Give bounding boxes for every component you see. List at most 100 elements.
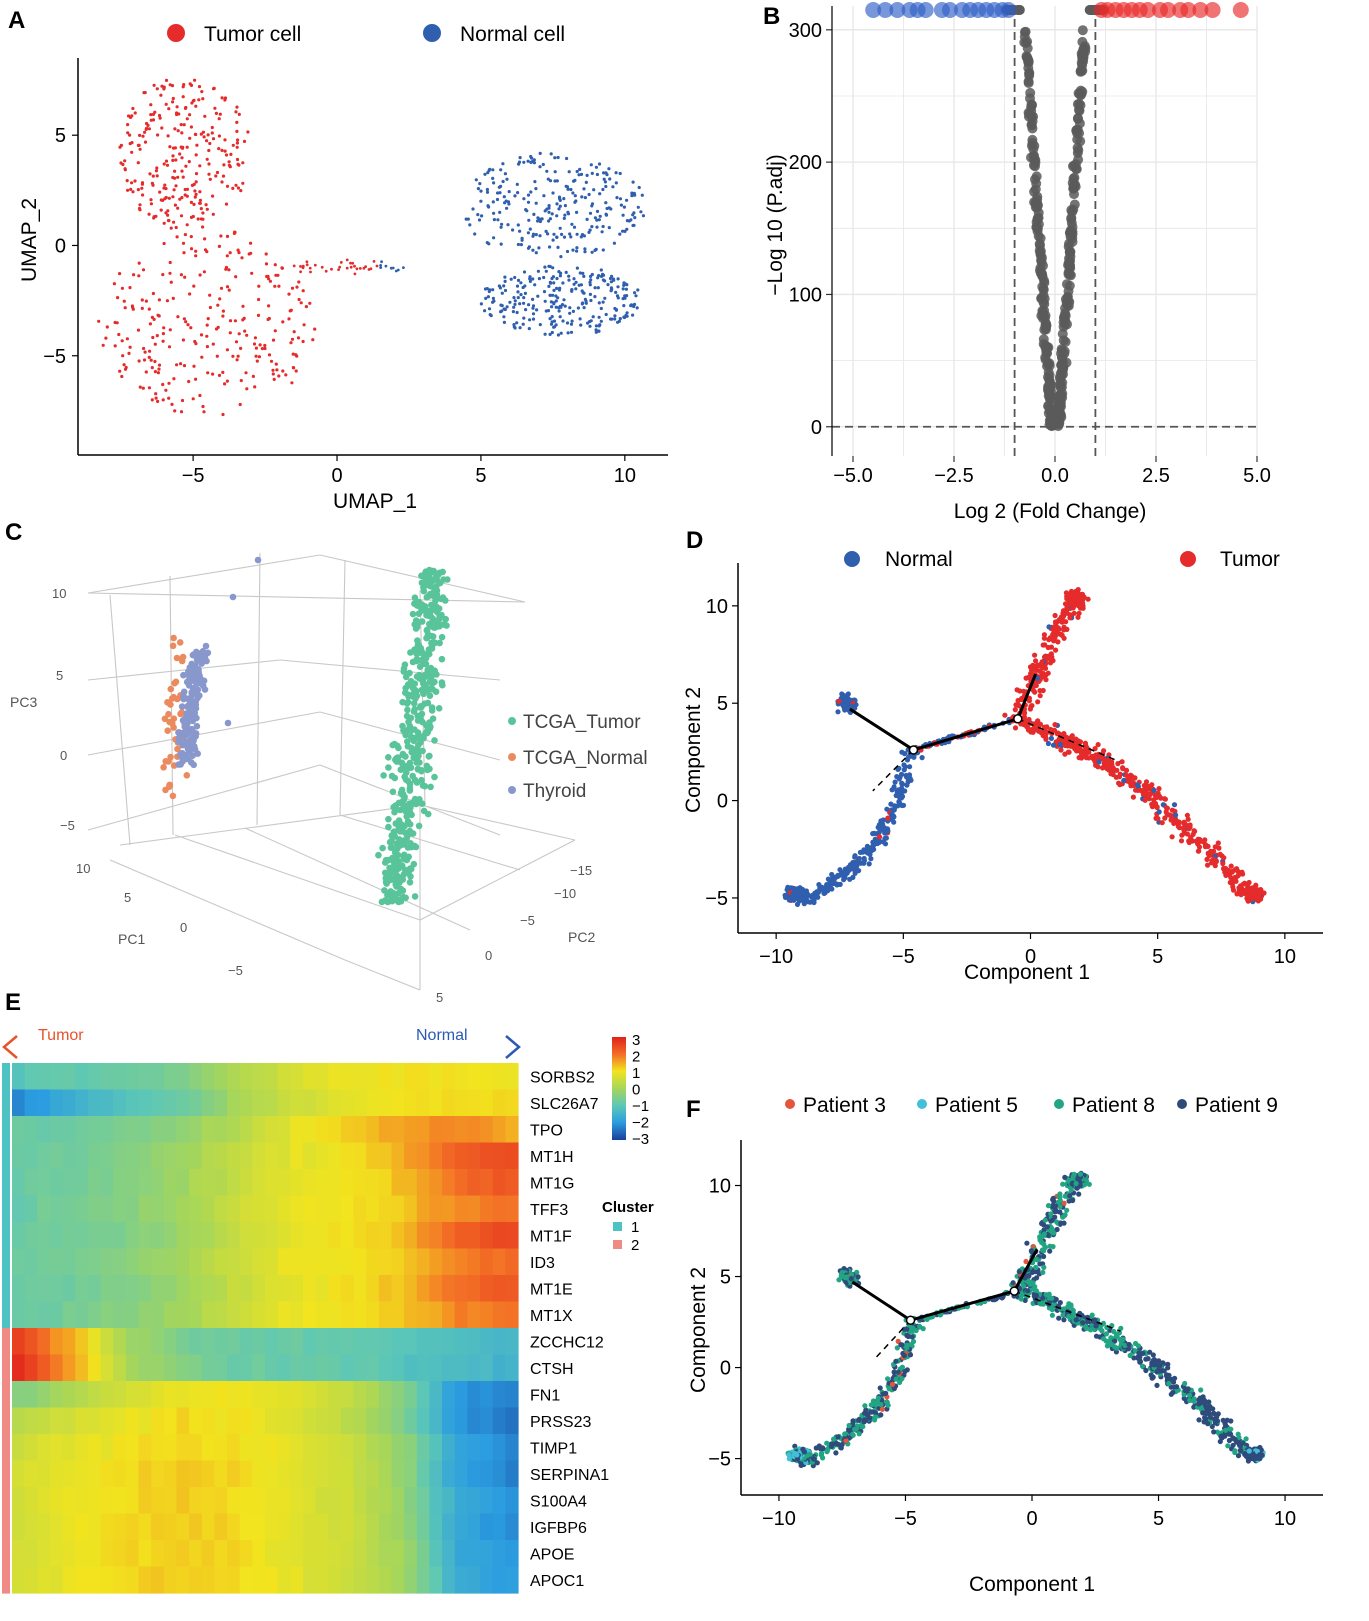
umap-point [518,302,522,306]
pca-point-tcga-tumor [428,639,435,647]
trajectory-point-f [872,1401,878,1407]
umap-point [601,187,605,192]
heatmap-cell [454,1513,468,1541]
gene-label: IGFBP6 [530,1520,587,1537]
tree-edge-dashed [872,749,915,792]
cluster-annotation-cell [2,1540,10,1568]
pca-point-tcga-normal [178,657,186,665]
umap-point [505,206,509,210]
heatmap-cell [429,1142,443,1170]
umap-point [507,190,511,194]
umap-point [164,102,168,106]
gene-label: APOE [530,1546,574,1563]
umap-point [497,185,501,189]
c-pc2-tick: −15 [570,863,592,878]
volcano-point-ns [1064,246,1075,257]
umap-point [187,160,191,164]
umap-point [275,368,279,372]
trajectory-point-d [835,881,841,888]
b-x-title: Log 2 (Fold Change) [954,500,1147,523]
umap-point [516,290,520,294]
umap-point [143,91,147,95]
umap-point [267,277,271,281]
trajectory-point-d [824,882,830,888]
heatmap-cell [404,1540,418,1568]
gene-label: SERPINA1 [530,1467,609,1484]
umap-point [138,147,142,151]
pca-point-tcga-tumor [436,615,443,623]
heatmap-cell [138,1460,152,1488]
c-pc2-tick: 5 [436,990,443,1005]
pca-point-tcga-tumor [423,611,430,619]
umap-point [218,297,222,301]
umap-point [585,217,589,221]
pca-point-tcga-tumor [438,655,446,663]
trajectory-point-f [897,1379,903,1385]
volcano-point-ns [1072,128,1083,139]
umap-point [198,393,202,398]
umap-point [207,172,211,176]
umap-point [200,355,204,359]
heatmap-cell [290,1407,304,1435]
gene-label: ZCCHC12 [530,1334,604,1351]
umap-point [524,208,528,212]
umap-point [492,236,496,240]
trajectory-point-d [1160,802,1166,808]
umap-point [116,296,120,300]
umap-point [255,359,259,363]
umap-point [579,323,583,327]
heatmap-cell [24,1381,38,1409]
heatmap-cell [62,1407,76,1435]
heatmap-cell [239,1116,253,1144]
heatmap-cell [454,1487,468,1515]
heatmap-cell [125,1407,140,1435]
pca-point-tcga-tumor [442,615,450,623]
trajectory-point-d [1145,783,1151,789]
trajectory-point-d [1225,867,1231,874]
heatmap-cell [214,1222,228,1250]
umap-point [122,299,126,303]
trajectory-point-d [1127,779,1133,785]
umap-point [249,241,253,245]
volcano-point-ns [1072,99,1083,110]
volcano-point-down [865,1,882,18]
pca-point-tcga-tumor [427,664,435,672]
pca-point-tcga-tumor [411,893,419,900]
umap-point [236,248,240,252]
trajectory-point-d [1050,632,1056,638]
umap-point [526,231,531,235]
umap-point [228,331,232,335]
heatmap-cell [87,1063,102,1091]
trajectory-point-d [866,861,872,867]
heatmap-cell [12,1301,26,1329]
trajectory-point-d [1184,812,1190,818]
trajectory-point-f [867,1415,873,1421]
pca-point-tcga-tumor [415,741,422,749]
colorbar-tick-label: 1 [632,1065,640,1082]
heatmap-cell [227,1328,241,1356]
umap-point [257,284,261,288]
volcano-point-ns [1069,172,1080,183]
heatmap-cell [442,1195,456,1223]
heatmap-cell [429,1301,443,1329]
trajectory-point-d [892,779,898,785]
heatmap-cell [87,1407,102,1435]
umap-point [503,172,507,176]
heatmap-cell [480,1169,494,1197]
umap-point [201,225,205,229]
umap-point [526,159,530,163]
umap-point [556,296,560,300]
heatmap-cell [265,1301,279,1329]
heatmap-cell [442,1169,456,1197]
heatmap-cell [416,1195,431,1223]
umap-point [201,130,205,134]
umap-point [503,288,508,293]
trajectory-point-d [1041,632,1047,638]
umap-point [168,260,172,265]
heatmap-cell [353,1142,367,1170]
umap-point [164,211,168,215]
heatmap-cell [87,1540,102,1568]
heatmap-cell [277,1248,291,1276]
volcano-point-ns [1054,379,1065,390]
pca-point-tcga-tumor [388,772,396,780]
